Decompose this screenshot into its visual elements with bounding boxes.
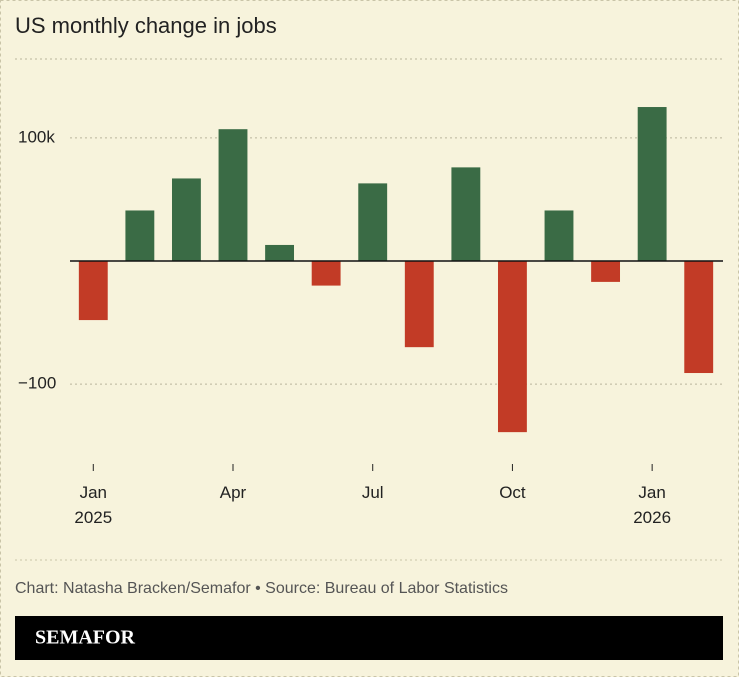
- bar: [451, 167, 481, 261]
- bar: [311, 260, 341, 286]
- bar: [637, 107, 667, 261]
- bar: [78, 260, 108, 321]
- bar: [125, 210, 155, 261]
- bar: [218, 129, 248, 261]
- bar: [591, 260, 621, 282]
- chart-title: US monthly change in jobs: [15, 13, 277, 38]
- x-tick-label: Jan 2026: [633, 483, 671, 527]
- bar: [544, 210, 574, 261]
- bar: [171, 178, 201, 261]
- source-note: Chart: Natasha Bracken/Semafor • Source:…: [15, 580, 508, 597]
- bar: [265, 244, 295, 261]
- y-tick-label: −100: [18, 374, 56, 393]
- brand-bar: [15, 616, 723, 660]
- x-tick-label: Jan 2025: [74, 483, 112, 527]
- y-tick-label: 100k: [18, 127, 55, 146]
- x-tick-label: Apr: [220, 483, 247, 502]
- x-tick-label: Jul: [362, 483, 384, 502]
- bar: [497, 260, 527, 433]
- bar: [684, 260, 714, 374]
- x-tick-label: Oct: [499, 483, 526, 502]
- bar: [404, 260, 434, 348]
- bar: [358, 183, 388, 261]
- brand-logo: SEMAFOR: [35, 627, 136, 649]
